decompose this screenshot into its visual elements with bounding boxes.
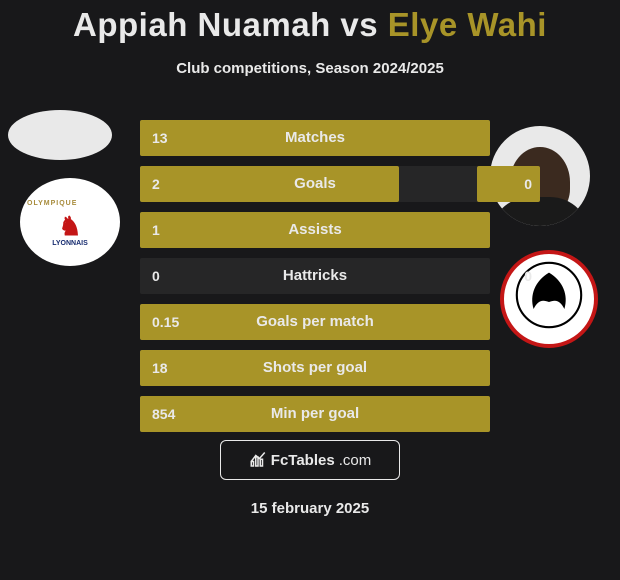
stat-row: Goals20 [140, 166, 490, 202]
stat-value-left: 2 [152, 166, 160, 202]
fctables-badge: FcTables.com [220, 440, 400, 480]
stat-row: Min per goal854 [140, 396, 490, 432]
stat-label: Hattricks [140, 258, 490, 294]
stat-label: Shots per goal [140, 350, 490, 386]
comparison-title: Appiah Nuamah vs Elye Wahi [0, 0, 620, 44]
stat-value-left: 18 [152, 350, 168, 386]
comparison-subtitle: Club competitions, Season 2024/2025 [0, 60, 620, 77]
stat-value-left: 1 [152, 212, 160, 248]
stat-row: Shots per goal18 [140, 350, 490, 386]
club1-logo-top: OLYMPIQUE [20, 200, 86, 208]
stat-value-left: 0 [152, 258, 160, 294]
stat-row: Matches13 [140, 120, 490, 156]
title-player1: Appiah Nuamah [73, 6, 331, 43]
footer-date: 15 february 2025 [0, 500, 620, 517]
lion-icon: ♞ [52, 212, 88, 241]
stat-value-right: 0 [524, 166, 532, 202]
brand-bold: FcTables [271, 452, 335, 469]
player1-photo [8, 110, 112, 160]
stat-row: Hattricks00 [140, 258, 490, 294]
stat-label: Assists [140, 212, 490, 248]
chart-icon [249, 451, 267, 469]
title-player2: Elye Wahi [388, 6, 547, 43]
club2-logo [500, 250, 598, 348]
brand-rest: .com [339, 452, 372, 469]
club1-logo-bottom: LYONNAIS [52, 240, 88, 248]
stat-label: Goals [140, 166, 490, 202]
stat-label: Goals per match [140, 304, 490, 340]
club1-logo-text: OLYMPIQUE ♞ LYONNAIS [52, 196, 88, 248]
stat-row: Goals per match0.15 [140, 304, 490, 340]
stat-label: Matches [140, 120, 490, 156]
title-vs: vs [340, 6, 378, 43]
stat-label: Min per goal [140, 396, 490, 432]
club1-logo: OLYMPIQUE ♞ LYONNAIS [20, 178, 120, 266]
stats-container: Matches13Goals20Assists1Hattricks00Goals… [140, 120, 490, 442]
stat-value-left: 854 [152, 396, 175, 432]
stat-value-left: 0.15 [152, 304, 179, 340]
stat-value-right: 0 [524, 258, 532, 294]
stat-row: Assists1 [140, 212, 490, 248]
stat-value-left: 13 [152, 120, 168, 156]
